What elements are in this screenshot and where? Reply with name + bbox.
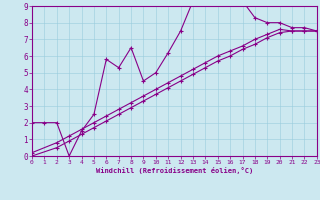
X-axis label: Windchill (Refroidissement éolien,°C): Windchill (Refroidissement éolien,°C) [96, 167, 253, 174]
